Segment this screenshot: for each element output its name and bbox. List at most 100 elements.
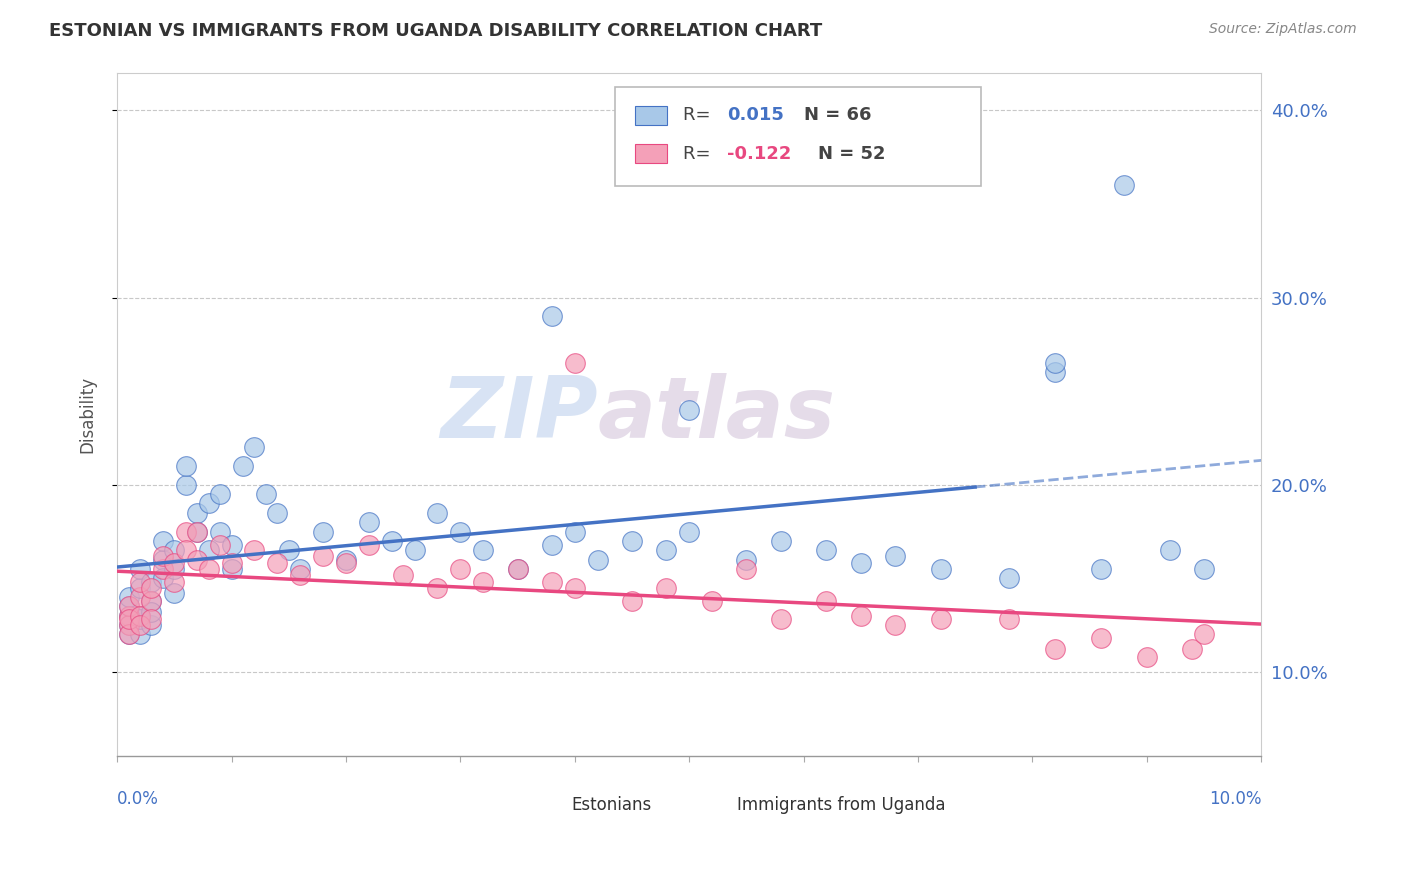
Point <box>117 608 139 623</box>
Point <box>1045 366 1067 380</box>
Point <box>426 581 449 595</box>
Point <box>357 515 380 529</box>
Point <box>186 524 208 539</box>
Point <box>288 567 311 582</box>
Point <box>141 594 163 608</box>
Point <box>586 552 609 566</box>
Point <box>449 524 471 539</box>
Point <box>1192 562 1215 576</box>
Point <box>141 575 163 590</box>
Point <box>129 618 152 632</box>
Point <box>506 562 529 576</box>
Point <box>426 506 449 520</box>
Point <box>141 594 163 608</box>
Point <box>117 590 139 604</box>
Point <box>1192 627 1215 641</box>
Point <box>163 586 186 600</box>
Point <box>117 608 139 623</box>
Text: 0.0%: 0.0% <box>117 789 159 808</box>
Text: N = 52: N = 52 <box>818 145 886 162</box>
Point <box>129 575 152 590</box>
Point <box>564 356 586 370</box>
Point <box>152 552 174 566</box>
Point <box>163 557 186 571</box>
Point <box>1090 631 1112 645</box>
Text: N = 66: N = 66 <box>803 106 872 124</box>
Point <box>312 524 335 539</box>
Point <box>129 590 152 604</box>
Point <box>769 612 792 626</box>
Point <box>129 627 152 641</box>
Point <box>735 552 758 566</box>
Point <box>381 533 404 548</box>
Text: Estonians: Estonians <box>571 797 651 814</box>
Point <box>117 618 139 632</box>
Point <box>540 538 562 552</box>
Point <box>1112 178 1135 193</box>
Point <box>277 543 299 558</box>
Point <box>152 549 174 563</box>
Point <box>472 543 495 558</box>
Point <box>197 562 219 576</box>
Point <box>1090 562 1112 576</box>
Point <box>129 581 152 595</box>
Point <box>1045 356 1067 370</box>
Point <box>884 549 907 563</box>
Point <box>197 543 219 558</box>
Text: R=: R= <box>683 145 717 162</box>
Point <box>849 557 872 571</box>
Point <box>815 543 838 558</box>
Point <box>174 477 197 491</box>
Point <box>174 458 197 473</box>
Point <box>849 608 872 623</box>
Point <box>678 524 700 539</box>
Point <box>197 496 219 510</box>
Point <box>312 549 335 563</box>
Text: R=: R= <box>683 106 717 124</box>
Point <box>564 581 586 595</box>
Point <box>209 538 232 552</box>
Point <box>266 557 288 571</box>
Point <box>288 562 311 576</box>
Point <box>186 552 208 566</box>
Point <box>620 594 643 608</box>
Point <box>117 612 139 626</box>
Point <box>117 599 139 614</box>
Point <box>564 524 586 539</box>
Point <box>243 440 266 454</box>
Point <box>129 608 152 623</box>
FancyBboxPatch shape <box>636 144 668 163</box>
Point <box>335 557 357 571</box>
Point <box>232 458 254 473</box>
Point <box>221 538 243 552</box>
FancyBboxPatch shape <box>614 87 981 186</box>
Y-axis label: Disability: Disability <box>79 376 96 453</box>
Text: ESTONIAN VS IMMIGRANTS FROM UGANDA DISABILITY CORRELATION CHART: ESTONIAN VS IMMIGRANTS FROM UGANDA DISAB… <box>49 22 823 40</box>
Point <box>540 575 562 590</box>
Point <box>449 562 471 576</box>
Point <box>929 612 952 626</box>
Text: -0.122: -0.122 <box>727 145 792 162</box>
Point <box>472 575 495 590</box>
Point <box>163 543 186 558</box>
Point <box>141 605 163 619</box>
Point <box>678 402 700 417</box>
Point <box>335 552 357 566</box>
Point <box>998 612 1021 626</box>
Point <box>655 543 678 558</box>
Point <box>209 487 232 501</box>
Point <box>174 543 197 558</box>
Point <box>700 594 723 608</box>
Point <box>186 506 208 520</box>
Point <box>174 524 197 539</box>
Point <box>540 310 562 324</box>
Point <box>152 533 174 548</box>
Point <box>141 581 163 595</box>
Point <box>884 618 907 632</box>
Point <box>1181 642 1204 657</box>
Point <box>392 567 415 582</box>
Text: 0.015: 0.015 <box>727 106 783 124</box>
Point <box>735 562 758 576</box>
FancyBboxPatch shape <box>636 106 668 125</box>
FancyBboxPatch shape <box>700 797 725 813</box>
